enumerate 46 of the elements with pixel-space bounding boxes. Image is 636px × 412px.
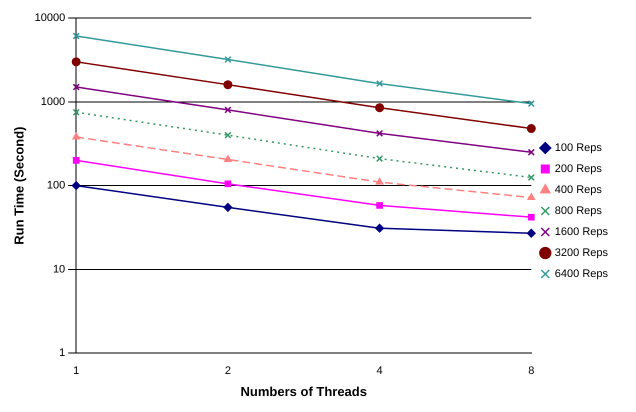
y-tick-label: 10000 xyxy=(34,12,66,24)
point xyxy=(528,148,535,156)
legend-label: 800 Reps xyxy=(554,205,602,218)
x-axis-title: Numbers of Threads xyxy=(240,384,367,399)
point xyxy=(528,214,535,220)
legend-label: 200 Reps xyxy=(554,163,602,176)
legend-label: 1600 Reps xyxy=(554,226,608,238)
point xyxy=(375,103,384,112)
point xyxy=(528,174,535,182)
point xyxy=(72,157,80,164)
point xyxy=(72,57,81,66)
point xyxy=(72,83,80,91)
legend-label: 6400 Reps xyxy=(554,268,608,280)
legend-label: 3200 Reps xyxy=(554,247,608,260)
point xyxy=(376,130,384,137)
point xyxy=(526,228,536,238)
y-tick-label: 1000 xyxy=(40,96,66,108)
point xyxy=(526,124,536,134)
y-tick-label: 10 xyxy=(52,263,66,276)
legend-label: 100 Reps xyxy=(554,142,602,154)
x-tick-label: 2 xyxy=(224,364,231,377)
point xyxy=(224,106,232,114)
point xyxy=(376,80,384,88)
legend-label: 400 Reps xyxy=(554,184,602,196)
point xyxy=(376,155,384,162)
point xyxy=(376,178,384,185)
x-tick-label: 1 xyxy=(73,364,80,377)
point xyxy=(376,202,383,209)
point xyxy=(72,32,80,40)
point xyxy=(224,56,232,64)
point xyxy=(72,108,80,116)
point xyxy=(223,80,232,90)
point xyxy=(72,132,80,140)
point xyxy=(528,100,535,108)
y-tick-label: 1 xyxy=(59,347,66,360)
x-tick-label: 8 xyxy=(528,364,534,377)
point xyxy=(224,154,232,162)
y-axis-title: Run Time (Second) xyxy=(11,126,26,245)
point xyxy=(375,224,384,233)
point xyxy=(72,181,81,190)
y-tick-label: 100 xyxy=(46,180,66,192)
point xyxy=(223,202,232,212)
x-tick-label: 4 xyxy=(376,364,383,377)
point xyxy=(527,193,536,200)
point xyxy=(224,132,232,139)
point xyxy=(224,180,232,188)
